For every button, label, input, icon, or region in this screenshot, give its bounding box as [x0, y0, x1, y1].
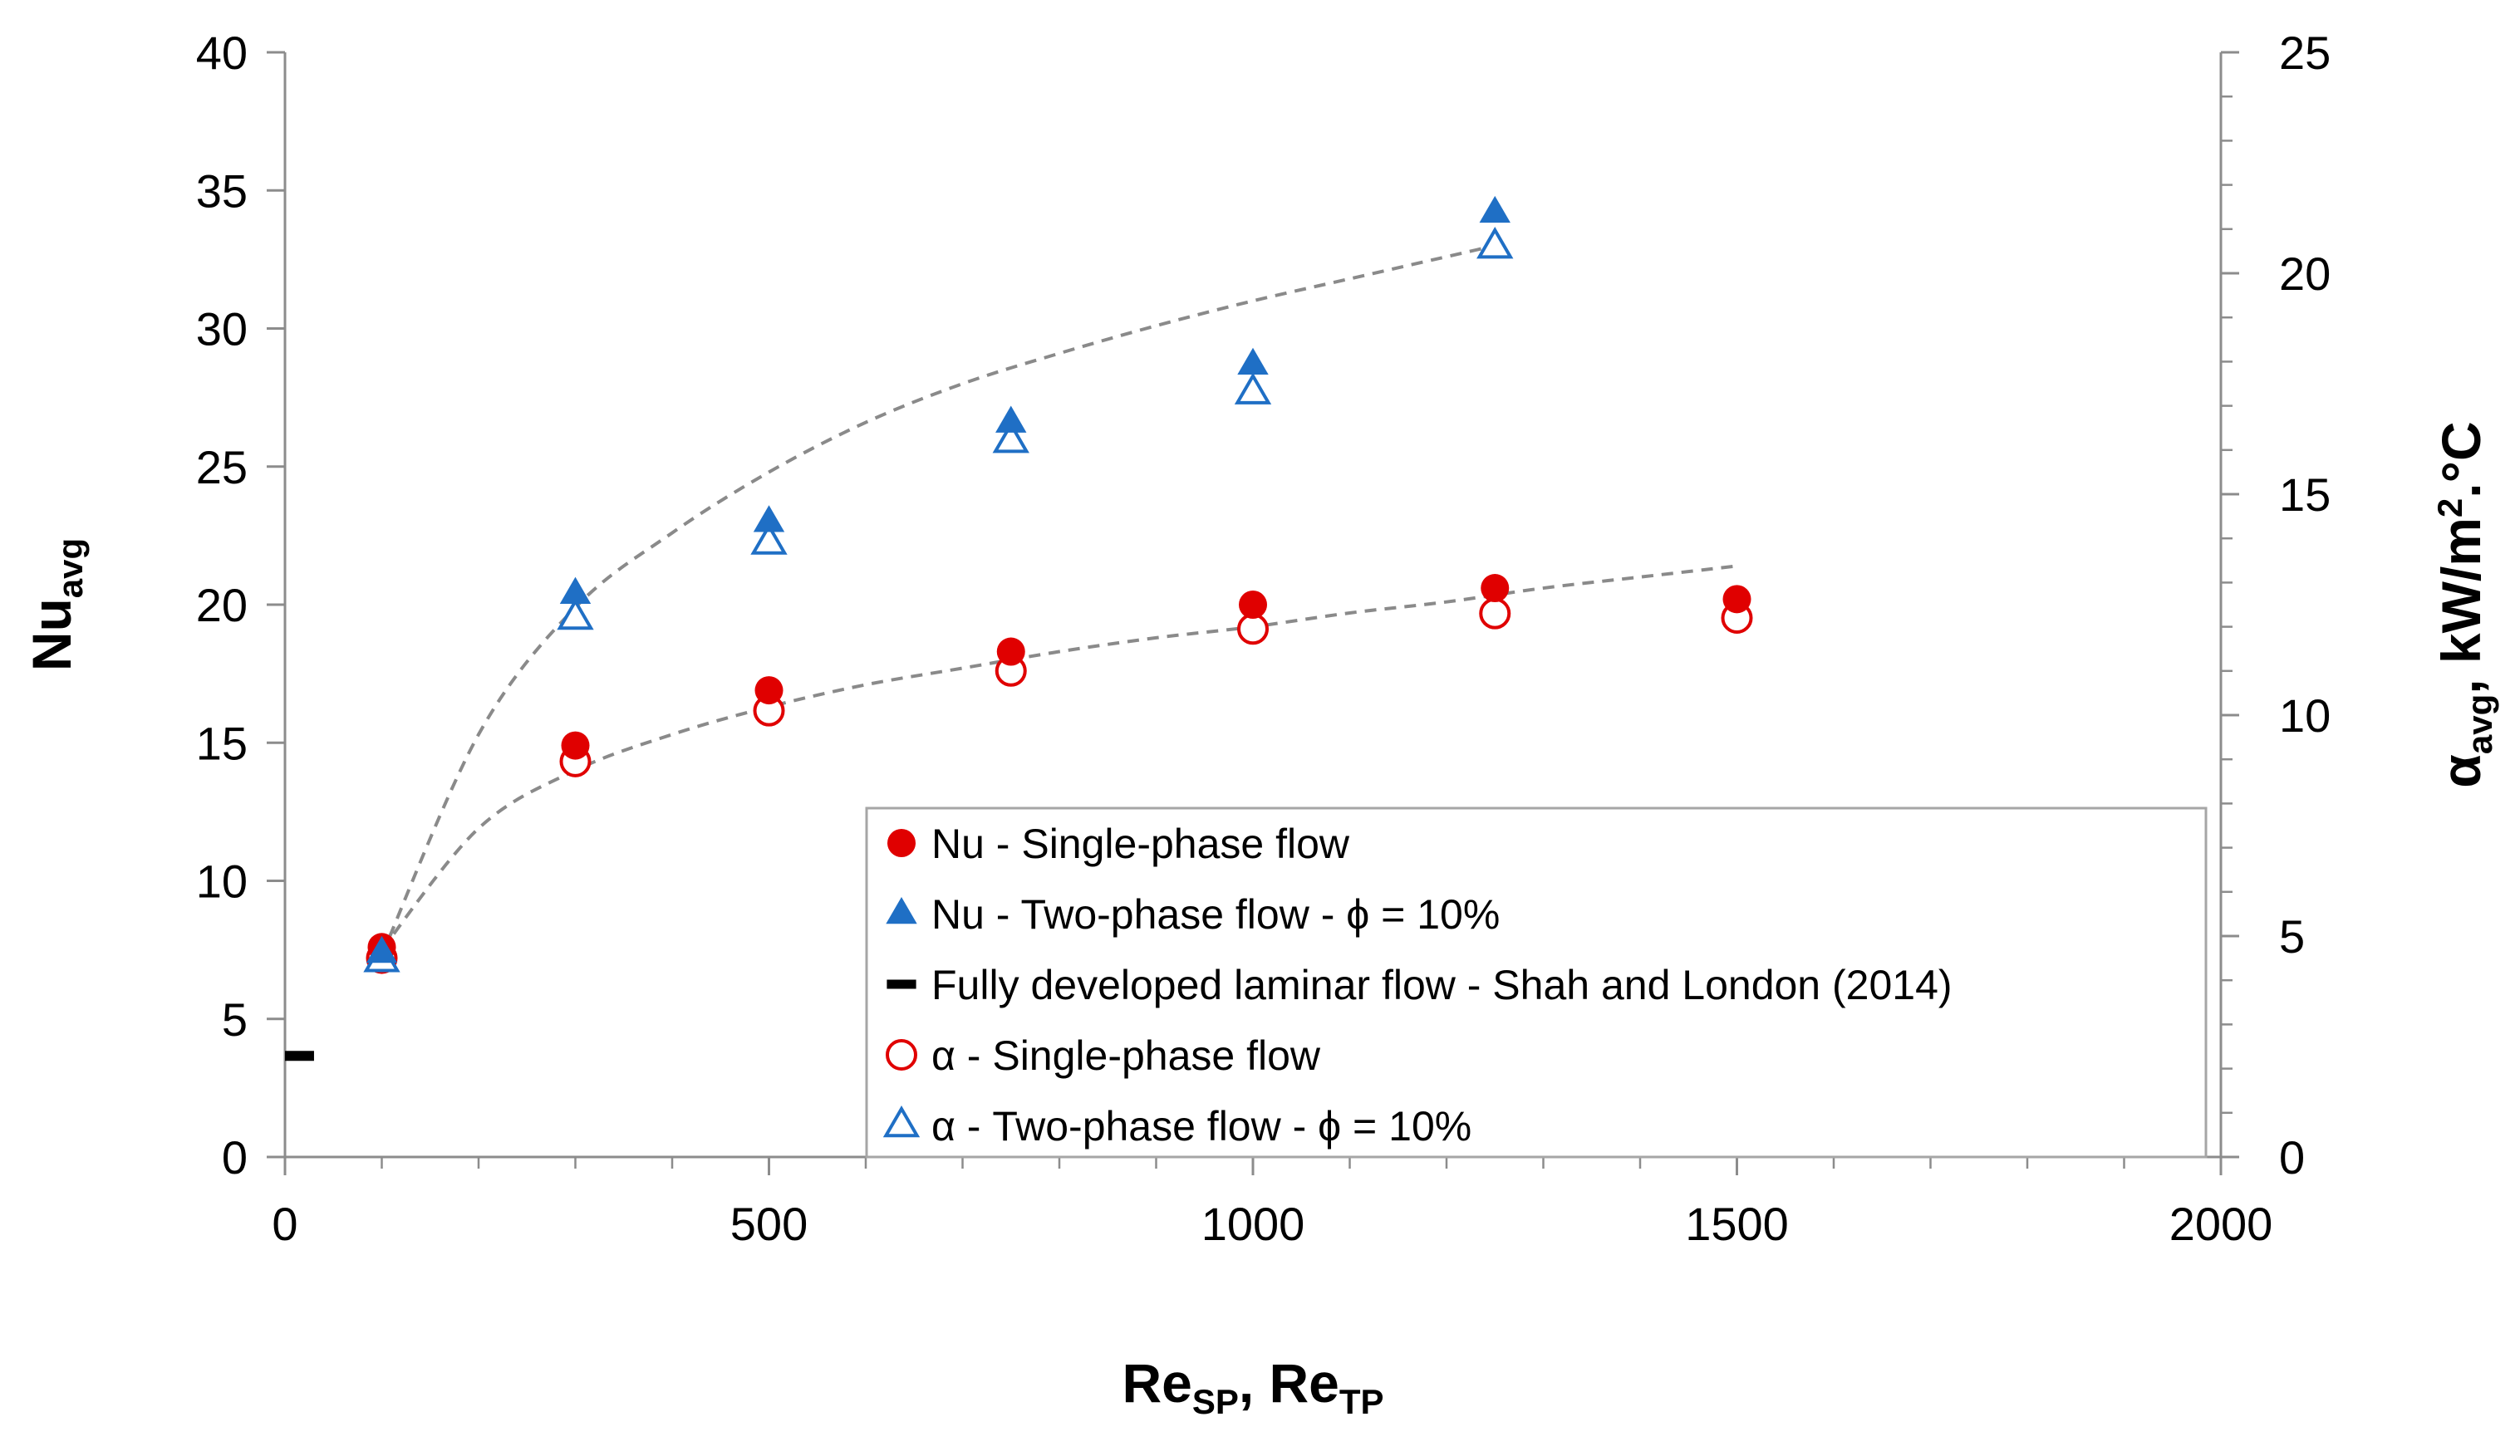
right-y-tick-label: 15: [2279, 468, 2331, 521]
data-point-filled-triangle-0: [366, 935, 398, 963]
x-tick-label: 2000: [2169, 1198, 2273, 1250]
left-y-tick-label: 25: [196, 441, 248, 493]
legend-marker-1: [886, 896, 917, 924]
right-y-tick-label: 25: [2279, 27, 2331, 79]
data-point-filled-triangle-2: [753, 505, 785, 532]
legend-label-3: α - Single-phase flow: [931, 1032, 1321, 1079]
data-point-open-triangle-3: [992, 421, 1029, 453]
left-y-tick-label: 30: [196, 303, 248, 355]
right-y-axis-title-sub: avg: [2460, 694, 2499, 754]
legend: Nu - Single-phase flow Nu - Two-phase flo…: [865, 806, 2208, 1159]
left-y-axis-title-sub: avg: [51, 538, 90, 598]
data-point-open-triangle-2: [750, 522, 788, 555]
left-y-tick-label: 20: [196, 579, 248, 631]
data-markers: [285, 195, 1753, 1061]
right-y-axis-title-end: .°C: [2430, 421, 2492, 498]
data-point-open-circle-5: [1479, 597, 1511, 630]
axes: 0 5 10 15 20 25 30 35 40 0 5 10 15 20 25 0 500 1000 1500 20…: [196, 27, 2331, 1250]
legend-label-0: Nu - Single-phase flow: [931, 821, 1350, 867]
right-y-tick-label: 5: [2279, 910, 2305, 963]
data-point-open-triangle-4: [1234, 372, 1272, 404]
x-tick-label: 500: [730, 1198, 808, 1250]
legend-marker-3: [886, 1039, 917, 1071]
left-y-axis-title-main: Nu: [21, 598, 82, 671]
x-axis-title-sub2: TP: [1339, 1382, 1384, 1421]
x-axis-title-sep: , Re: [1239, 1352, 1339, 1414]
x-axis-title: ReSP, ReTP: [1122, 1352, 1383, 1421]
data-point-open-triangle-5: [1476, 227, 1514, 259]
right-y-tick-label: 10: [2279, 689, 2331, 742]
data-point-filled-triangle-1: [559, 576, 592, 604]
legend-marker-0: [887, 829, 916, 857]
legend-marker-4: [882, 1105, 921, 1138]
x-tick-label: 1500: [1685, 1198, 1789, 1250]
left-y-tick-label: 5: [222, 993, 248, 1046]
legend-label-2: Fully developed laminar flow - Shah and …: [931, 962, 1953, 1008]
x-tick-label: 1000: [1201, 1198, 1305, 1250]
data-point-filled-circle-1: [561, 731, 590, 760]
x-axis-title-sub1: SP: [1192, 1382, 1239, 1421]
left-y-tick-label: 10: [196, 855, 248, 908]
data-point-filled-triangle-3: [995, 405, 1027, 433]
data-point-filled-circle-6: [1722, 585, 1751, 614]
data-point-filled-circle-5: [1481, 574, 1510, 603]
x-axis-title-main: Re: [1122, 1352, 1191, 1414]
left-y-tick-label: 35: [196, 164, 248, 217]
data-point-open-triangle-1: [557, 597, 594, 630]
left-y-axis-title: Nuavg: [21, 538, 90, 671]
data-point-filled-circle-2: [754, 676, 784, 705]
data-point-open-circle-4: [1237, 613, 1269, 645]
legend-box: [865, 806, 2208, 1159]
data-point-filled-circle-4: [1239, 591, 1267, 619]
left-y-tick-label: 40: [196, 27, 248, 79]
right-y-axis-title-main: α: [2430, 754, 2492, 788]
right-y-axis-title-sup: 2: [2430, 498, 2469, 517]
right-y-tick-label: 20: [2279, 248, 2331, 300]
right-y-axis-title: αavg, kW/m2.°C: [2430, 421, 2499, 787]
legend-label-1: Nu - Two-phase flow - ϕ = 10%: [931, 891, 1500, 938]
left-y-tick-label: 15: [196, 717, 248, 769]
data-point-filled-triangle-4: [1237, 347, 1269, 375]
left-y-tick-label: 0: [222, 1131, 248, 1184]
right-y-axis-title-rest: , kW/m: [2430, 517, 2492, 694]
x-tick-label: 0: [272, 1198, 297, 1250]
legend-label-4: α - Two-phase flow - ϕ = 10%: [931, 1103, 1471, 1150]
data-point-filled-circle-3: [996, 637, 1025, 666]
right-y-tick-label: 0: [2279, 1131, 2305, 1184]
data-point-filled-triangle-5: [1479, 195, 1511, 223]
